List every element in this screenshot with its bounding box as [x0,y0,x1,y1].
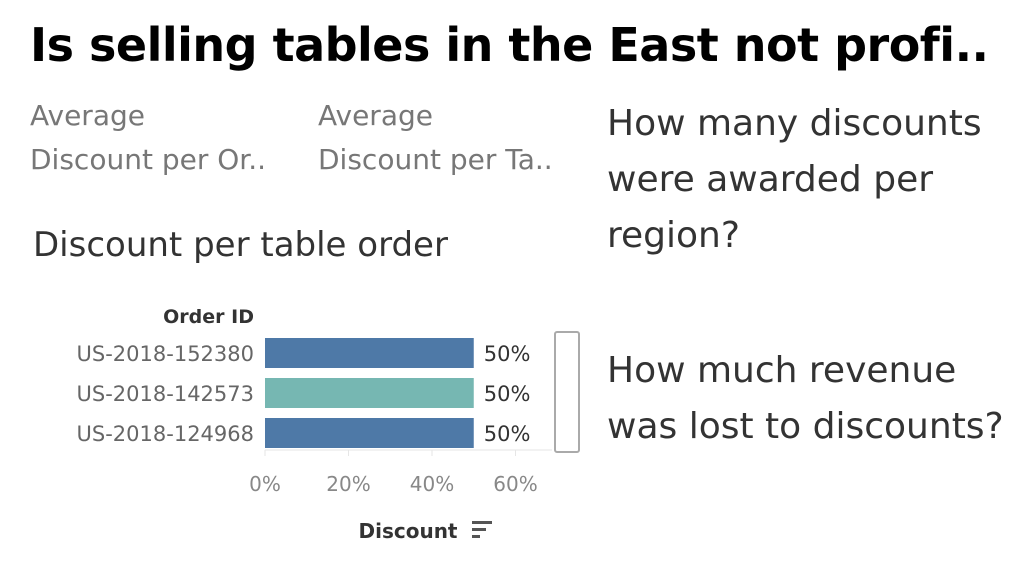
chart-title: Discount per table order [33,225,448,265]
kpi-label-line1: Average [30,99,145,132]
x-tick-label: 0% [249,472,281,496]
kpi-label-line2: Discount per Ta.. [318,143,553,176]
row-header-order-id[interactable]: Order ID [163,306,254,328]
row-label-order-id[interactable]: US-2018-142573 [77,382,254,406]
row-label-order-id[interactable]: US-2018-124968 [77,422,254,446]
bar-data-label: 50% [484,422,531,446]
bar-mark[interactable] [265,378,474,408]
sort-descending-icon[interactable] [472,521,492,538]
kpi-average-discount-per-order[interactable]: Average Discount per Or.. [30,94,266,182]
x-axis-title[interactable]: Discount [359,519,458,543]
kpi-label-line2: Discount per Or.. [30,143,267,176]
discount-bar-chart: Order ID US-2018-152380 50% US-2018-142573… [77,306,580,543]
question-revenue-lost: How much revenue was lost to discounts? [607,350,1004,447]
x-tick-label: 20% [326,472,370,496]
row-label-order-id[interactable]: US-2018-152380 [77,342,254,366]
bar-data-label: 50% [484,382,531,406]
scrollbar[interactable] [554,331,580,453]
bar-mark[interactable] [265,418,474,448]
x-tick-label: 40% [410,472,454,496]
bar-data-label: 50% [484,342,531,366]
x-tick-label: 60% [493,472,537,496]
bar-mark[interactable] [265,338,474,368]
dashboard-title: Is selling tables in the East not profi.… [30,18,989,72]
kpi-average-discount-per-table[interactable]: Average Discount per Ta.. [318,94,553,182]
question-discounts-per-region: How many discounts were awarded per regi… [607,103,982,256]
kpi-label-line1: Average [318,99,433,132]
